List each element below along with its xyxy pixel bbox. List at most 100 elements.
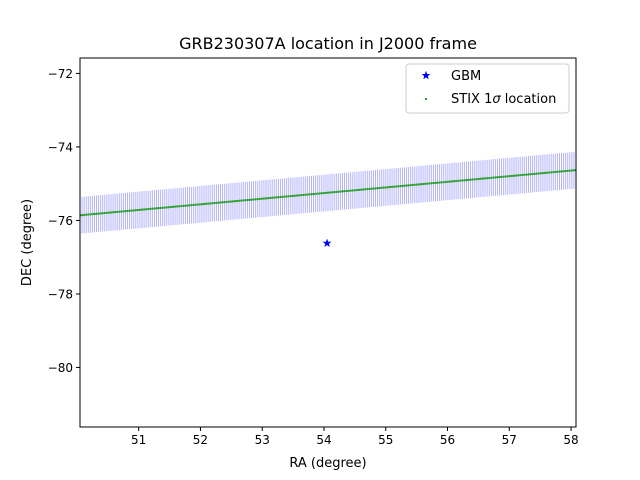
x-axis-label: RA (degree) <box>289 456 366 471</box>
stix-point <box>316 192 319 195</box>
stix-point <box>467 178 470 181</box>
stix-point <box>207 202 210 205</box>
stix-point <box>380 186 383 189</box>
stix-point <box>440 181 443 184</box>
stix-point <box>395 185 398 188</box>
stix-point <box>351 189 354 192</box>
stix-point <box>426 182 429 185</box>
stix-point <box>556 170 559 173</box>
stix-point <box>227 200 230 203</box>
stix-point <box>409 184 412 187</box>
stix-point <box>267 197 270 200</box>
stix-point <box>345 190 348 192</box>
stix-point <box>159 206 162 209</box>
plot-content <box>80 151 576 247</box>
stix-point <box>200 203 203 206</box>
stix-point <box>95 212 98 215</box>
stix-point <box>562 170 565 173</box>
stix-point <box>389 186 391 189</box>
stix-point <box>469 178 472 181</box>
y-axis-label: DEC (degree) <box>20 199 35 286</box>
stix-point <box>302 193 305 196</box>
stix-point <box>136 209 139 212</box>
stix-point <box>293 194 296 197</box>
legend: GBM STIX 1σ location <box>405 63 570 114</box>
stix-point <box>260 197 263 200</box>
stix-point <box>217 201 220 204</box>
stix-point <box>196 203 199 206</box>
x-tick-label: 52 <box>193 433 208 447</box>
stix-point <box>568 169 571 172</box>
stix-point <box>378 186 381 189</box>
stix-point <box>422 183 425 186</box>
stix-point <box>519 174 522 177</box>
stix-point <box>341 190 344 193</box>
stix-point <box>324 191 327 194</box>
stix-point <box>500 175 503 178</box>
stix-point <box>298 194 301 197</box>
stix-point <box>364 188 367 191</box>
stix-point <box>523 173 526 176</box>
stix-point <box>570 169 573 172</box>
stix-point <box>382 186 385 189</box>
stix-point <box>401 184 404 187</box>
stix-point <box>525 173 528 176</box>
stix-point <box>176 205 179 208</box>
stix-point <box>157 207 160 210</box>
stix-point <box>477 177 480 180</box>
stix-point <box>105 211 108 214</box>
stix-point <box>335 190 338 193</box>
stix-point <box>85 213 88 216</box>
stix-point <box>304 193 307 196</box>
y-tick-label: −80 <box>48 361 73 375</box>
stix-point <box>143 208 146 211</box>
stix-point <box>277 196 280 199</box>
stix-point <box>275 196 278 199</box>
stix-point <box>461 179 464 182</box>
stix-point <box>178 205 181 208</box>
stix-point <box>510 174 513 177</box>
stix-point <box>494 176 497 179</box>
stix-point <box>455 180 458 183</box>
stix-point <box>132 209 135 212</box>
stix-point <box>165 206 168 209</box>
stix-point <box>229 200 232 203</box>
stix-point <box>116 210 119 213</box>
stix-point <box>151 207 154 210</box>
stix-point <box>134 209 137 212</box>
stix-point <box>211 202 214 205</box>
y-tick-label: −74 <box>48 140 73 154</box>
y-tick-label: −76 <box>48 214 73 228</box>
stix-point <box>234 200 236 203</box>
legend-dot-icon <box>425 98 427 100</box>
stix-point <box>438 181 441 184</box>
stix-point <box>533 172 536 175</box>
stix-point <box>465 179 468 182</box>
stix-point <box>182 204 185 207</box>
stix-point <box>248 198 251 201</box>
stix-point <box>327 191 329 194</box>
stix-point <box>386 186 389 189</box>
stix-point <box>242 199 245 202</box>
stix-point <box>101 212 104 215</box>
stix-point <box>527 173 530 176</box>
stix-point <box>118 210 121 213</box>
stix-point <box>300 194 303 197</box>
stix-point <box>180 205 183 208</box>
gbm-series <box>322 238 332 247</box>
stix-point <box>463 179 466 182</box>
stix-point <box>355 189 358 192</box>
stix-point <box>428 182 431 185</box>
stix-point <box>147 208 150 211</box>
stix-point <box>155 207 158 210</box>
stix-point <box>236 199 239 202</box>
stix-point <box>110 211 112 214</box>
stix-point <box>331 191 334 194</box>
stix-point <box>333 191 336 194</box>
stix-point <box>138 208 141 211</box>
stix-point <box>126 209 129 212</box>
stix-point <box>97 212 100 215</box>
stix-point <box>362 188 365 191</box>
stix-point <box>287 195 290 198</box>
